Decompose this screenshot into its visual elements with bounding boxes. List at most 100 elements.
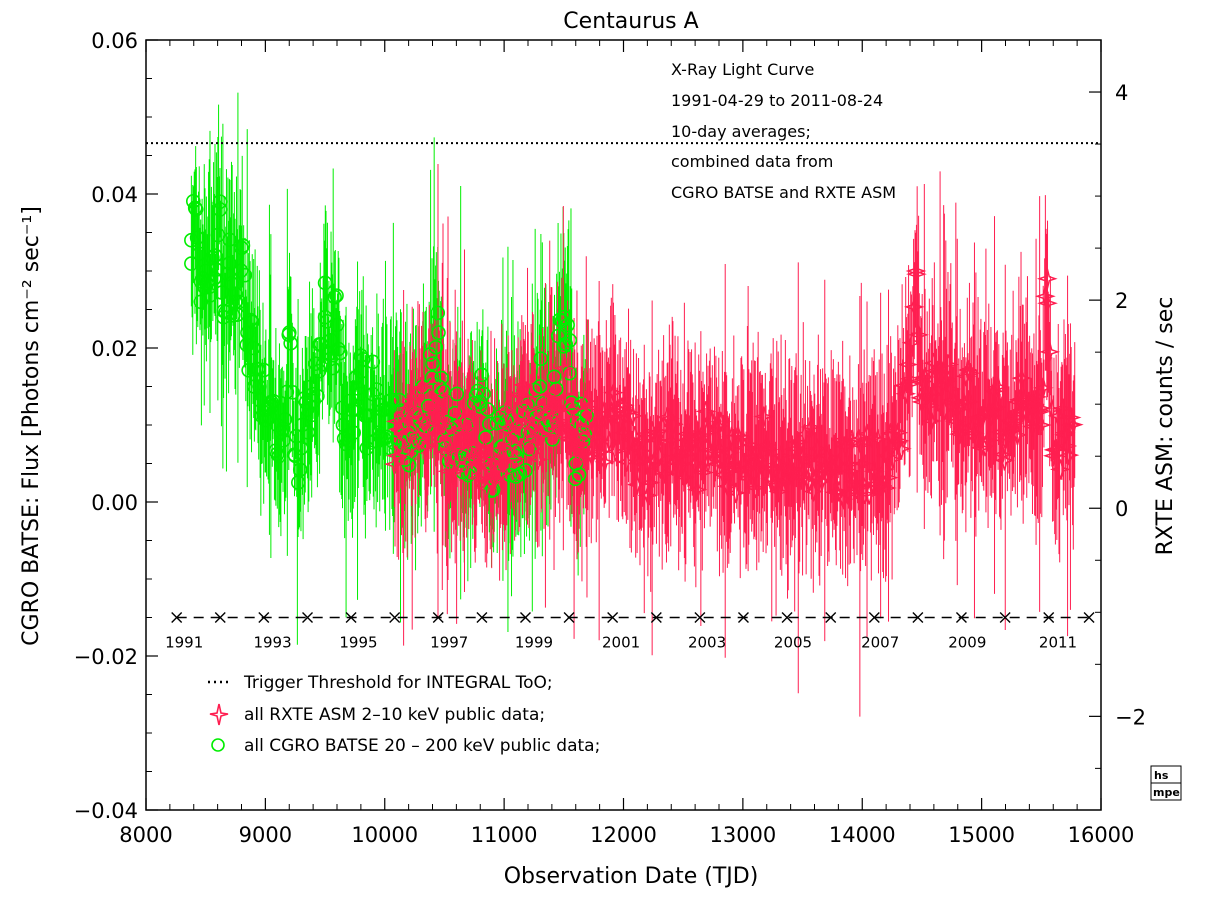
rxte-point bbox=[686, 479, 708, 500]
rxte-point bbox=[603, 382, 624, 403]
rxte-point bbox=[472, 463, 493, 484]
rxte-point bbox=[499, 416, 521, 438]
rxte-point bbox=[625, 437, 646, 459]
rxte-point bbox=[1022, 416, 1043, 437]
rxte-point bbox=[837, 484, 859, 505]
rxte-point bbox=[720, 461, 742, 482]
batse-point bbox=[474, 367, 489, 383]
rxte-point bbox=[648, 421, 669, 442]
rxte-point bbox=[481, 453, 503, 474]
rxte-point bbox=[708, 437, 730, 459]
y-right-tick-label: 4 bbox=[1115, 81, 1128, 105]
rxte-point bbox=[410, 407, 431, 428]
batse-point bbox=[237, 267, 253, 283]
rxte-point bbox=[663, 414, 685, 435]
rxte-point bbox=[792, 445, 813, 466]
rxte-point bbox=[1011, 367, 1033, 389]
batse-point bbox=[262, 409, 277, 425]
year-marker bbox=[214, 612, 226, 623]
rxte-point bbox=[695, 401, 717, 422]
rxte-point bbox=[493, 437, 515, 459]
x-tick-label: 13000 bbox=[709, 823, 776, 847]
rxte-point bbox=[747, 457, 768, 478]
rxte-point bbox=[983, 399, 1004, 420]
rxte-point bbox=[805, 468, 826, 489]
batse-point bbox=[247, 379, 262, 394]
batse-point bbox=[231, 294, 247, 310]
rxte-point bbox=[565, 437, 587, 459]
rxte-point bbox=[426, 397, 448, 419]
batse-point bbox=[562, 332, 578, 348]
rxte-point bbox=[618, 402, 639, 423]
rxte-point bbox=[646, 429, 667, 451]
rxte-point bbox=[422, 374, 444, 395]
rxte-point bbox=[964, 423, 985, 444]
batse-point bbox=[329, 288, 344, 303]
rxte-point bbox=[721, 426, 743, 448]
batse-point bbox=[552, 312, 568, 327]
annotation-line: 1991-04-29 to 2011-08-24 bbox=[671, 91, 883, 110]
batse-point bbox=[323, 332, 339, 348]
rxte-point bbox=[577, 414, 599, 436]
rxte-point bbox=[431, 386, 452, 407]
rxte-point bbox=[581, 446, 603, 468]
batse-point bbox=[241, 362, 256, 378]
batse-point bbox=[279, 384, 295, 400]
rxte-point bbox=[768, 481, 790, 502]
data-layer bbox=[184, 92, 1084, 717]
rxte-point bbox=[613, 422, 634, 443]
rxte-point bbox=[1052, 398, 1073, 419]
rxte-point bbox=[1054, 422, 1076, 443]
batse-point bbox=[329, 317, 345, 333]
batse-point bbox=[281, 325, 297, 340]
batse-point bbox=[256, 362, 272, 378]
rxte-point bbox=[696, 422, 718, 443]
rxte-point bbox=[648, 445, 670, 466]
rxte-point bbox=[615, 451, 637, 473]
rxte-point bbox=[807, 438, 828, 459]
rxte-point bbox=[1039, 341, 1061, 363]
rxte-point bbox=[899, 373, 921, 395]
rxte-point bbox=[816, 445, 837, 466]
x-tick-label: 15000 bbox=[948, 823, 1015, 847]
rxte-point bbox=[1036, 268, 1058, 289]
rxte-point bbox=[601, 407, 622, 428]
rxte-point bbox=[959, 362, 981, 384]
rxte-point bbox=[851, 453, 873, 474]
y-left-tick-label: −0.04 bbox=[74, 799, 138, 823]
rxte-point bbox=[622, 405, 644, 427]
rxte-point bbox=[899, 368, 921, 389]
rxte-point bbox=[541, 407, 563, 428]
rxte-point bbox=[1004, 407, 1026, 428]
batse-point bbox=[264, 394, 279, 410]
batse-point bbox=[346, 425, 362, 440]
batse-point bbox=[283, 335, 298, 351]
rxte-point bbox=[1058, 444, 1080, 466]
batse-point bbox=[275, 433, 291, 448]
year-marker bbox=[781, 612, 793, 623]
rxte-point bbox=[744, 477, 766, 499]
year-marker bbox=[999, 612, 1011, 623]
rxte-point bbox=[780, 461, 801, 482]
rxte-point bbox=[493, 451, 515, 473]
year-marker bbox=[650, 612, 662, 623]
rxte-point bbox=[916, 384, 938, 405]
batse-point bbox=[447, 405, 463, 421]
batse-point bbox=[384, 392, 400, 408]
rxte-point bbox=[935, 368, 957, 389]
y-axis-title-right: RXTE ASM: counts / sec bbox=[1153, 297, 1178, 556]
year-marker bbox=[737, 612, 749, 623]
batse-point bbox=[359, 440, 375, 456]
rxte-point bbox=[590, 441, 611, 463]
batse-point bbox=[300, 425, 316, 440]
year-marker bbox=[563, 612, 575, 623]
year-marker bbox=[1083, 612, 1095, 623]
batse-point bbox=[298, 394, 314, 410]
rxte-point bbox=[654, 463, 676, 485]
year-label: 2011 bbox=[1039, 634, 1077, 652]
rxte-point bbox=[863, 461, 885, 482]
year-marker bbox=[1043, 612, 1055, 623]
axis-ticks: 8000 9000 10000 11000 12000 13000 14000 15000 16… bbox=[74, 29, 1146, 847]
rxte-point bbox=[947, 399, 969, 420]
